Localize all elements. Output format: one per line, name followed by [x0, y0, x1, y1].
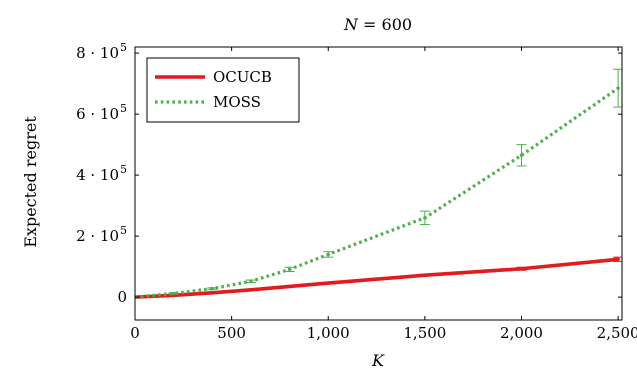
error-bar-ocucb	[419, 273, 430, 277]
plot-area	[135, 68, 622, 299]
legend-box	[146, 57, 300, 123]
error-bar-moss	[613, 68, 622, 108]
x-tick-label: 1,000	[307, 324, 350, 342]
series-line-ocucb	[135, 257, 619, 299]
data-point-moss	[326, 252, 330, 257]
x-tick-label: 1,500	[403, 324, 446, 342]
data-point-moss	[249, 279, 253, 283]
data-point-ocucb	[616, 257, 620, 261]
data-point-moss	[616, 86, 620, 90]
data-point-ocucb	[287, 284, 292, 289]
error-bar-ocucb	[207, 291, 218, 295]
y-tick-exponent: 5	[120, 163, 127, 176]
data-point-moss	[287, 267, 292, 272]
error-bar-ocucb	[284, 284, 295, 289]
x-tick-label: 0	[130, 324, 140, 342]
y-tick-label: 8 · 10	[76, 44, 119, 62]
error-bar-moss	[516, 144, 527, 167]
data-point-ocucb	[249, 288, 253, 292]
error-bar-ocucb	[245, 288, 256, 292]
error-bar-ocucb	[323, 281, 334, 285]
data-point-moss	[519, 153, 524, 157]
error-bar-ocucb	[516, 266, 527, 271]
chart-title: N = 600	[343, 15, 412, 34]
error-bar-moss	[323, 251, 334, 258]
error-bar-moss	[168, 291, 179, 296]
y-tick-label: 2 · 10	[76, 227, 119, 245]
x-axis-label: K	[371, 351, 385, 370]
legend: OCUCB MOSS	[146, 57, 300, 123]
x-tick-label: 2,500	[597, 324, 637, 342]
legend-label-ocucb: OCUCB	[213, 68, 272, 86]
plot-frame	[134, 46, 623, 321]
y-axis-label: Expected regret	[21, 116, 40, 248]
error-bar-moss	[207, 286, 218, 291]
y-tick-label: 4 · 10	[76, 166, 119, 184]
error-bar-moss	[419, 210, 430, 226]
data-point-ocucb	[210, 291, 215, 295]
x-tick-label: 2,000	[500, 324, 543, 342]
error-bar-moss	[245, 279, 256, 283]
y-tick-exponent: 5	[120, 224, 127, 237]
y-tick-label: 6 · 10	[76, 105, 119, 123]
chart-title-var: N	[343, 15, 359, 34]
data-point-moss	[423, 216, 427, 220]
data-point-moss	[210, 286, 215, 291]
data-point-ocucb	[519, 267, 524, 271]
y-tick-exponent: 5	[120, 41, 127, 54]
data-point-ocucb	[423, 273, 427, 277]
y-tick-label: 0	[117, 288, 127, 306]
legend-label-moss: MOSS	[213, 93, 261, 111]
error-bar-moss	[284, 266, 295, 273]
error-bar-ocucb	[613, 256, 622, 262]
data-point-ocucb	[326, 281, 330, 285]
x-tick-label: 500	[217, 324, 246, 342]
chart-title-rest: = 600	[358, 15, 412, 34]
data-point-moss	[171, 291, 176, 296]
y-tick-exponent: 5	[120, 102, 127, 115]
